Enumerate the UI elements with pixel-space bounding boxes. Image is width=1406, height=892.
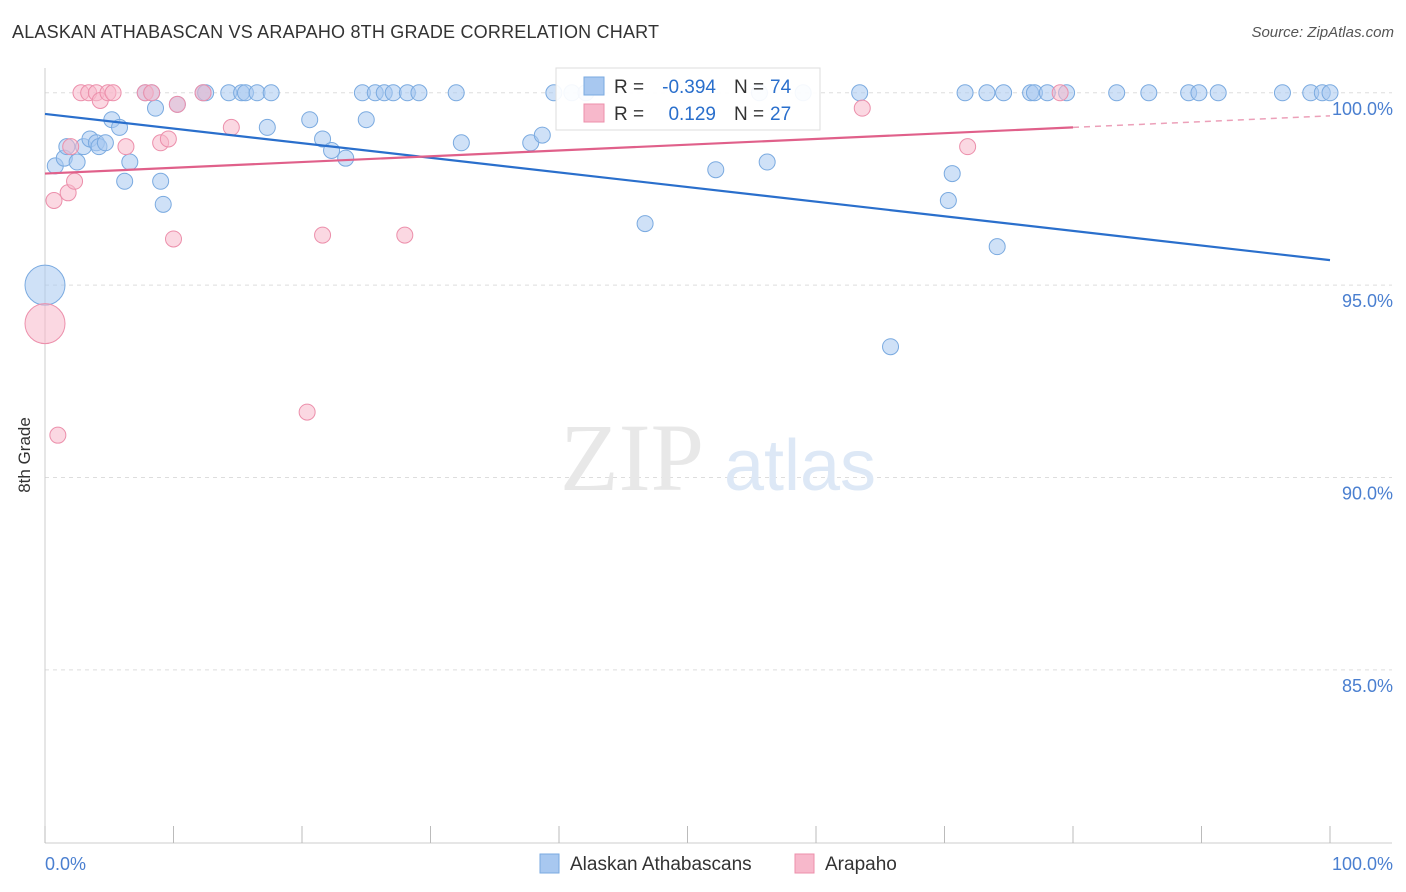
legend-label: Arapaho <box>825 854 897 875</box>
athabascan-point <box>147 99 165 117</box>
stats-n-label: N = <box>734 104 764 125</box>
arapaho-point <box>104 84 122 102</box>
athabascan-point <box>1321 84 1339 102</box>
arapaho-point <box>62 138 80 156</box>
arapaho-point <box>168 95 186 113</box>
watermark-zip: ZIP <box>560 404 704 511</box>
athabascan-point <box>262 84 280 102</box>
arapaho-point <box>194 84 212 102</box>
stats-n-label: N = <box>734 77 764 98</box>
athabascan-point <box>1273 84 1291 102</box>
arapaho-point <box>314 226 332 244</box>
athabascan-point <box>357 111 375 129</box>
athabascan-point <box>1209 84 1227 102</box>
athabascan-point <box>410 84 428 102</box>
y-tick-label: 95.0% <box>1342 291 1393 311</box>
stats-n-value: 74 <box>770 77 792 98</box>
athabascan-point <box>116 172 134 190</box>
athabascan-point <box>636 215 654 233</box>
stats-swatch <box>583 76 605 96</box>
athabascan-point <box>248 84 266 102</box>
athabascan-point <box>758 153 776 171</box>
arapaho-point <box>396 226 414 244</box>
arapaho-point <box>45 192 63 210</box>
athabascan-point <box>988 238 1006 256</box>
athabascan-point <box>1140 84 1158 102</box>
athabascan-point <box>152 172 170 190</box>
stats-swatch <box>583 103 605 123</box>
arapaho-point <box>222 118 240 136</box>
legend-label: Alaskan Athabascans <box>570 854 752 875</box>
source-label: Source: ZipAtlas.com <box>1251 24 1394 41</box>
stats-r-value: -0.394 <box>662 77 716 98</box>
athabascan-point <box>533 126 551 144</box>
athabascan-point <box>154 195 172 213</box>
arapaho-point <box>298 403 316 421</box>
y-tick-label: 85.0% <box>1342 676 1393 696</box>
athabascan-point <box>1190 84 1208 102</box>
athabascan-point <box>978 84 996 102</box>
axis-layer: 100.0% 95.0% 90.0% 85.0% 0.0% 100.0% <box>44 68 1393 874</box>
athabascan-point <box>939 192 957 210</box>
points-layer <box>24 84 1339 444</box>
athabascan-point <box>995 84 1013 102</box>
athabascan-point <box>24 264 66 306</box>
athabascan-trend-line <box>44 112 1331 262</box>
y-tick-label: 90.0% <box>1342 484 1393 504</box>
legend-swatch <box>539 853 560 874</box>
athabascan-point <box>943 165 961 183</box>
arapaho-point <box>117 138 135 156</box>
arapaho-point <box>853 99 871 117</box>
trend-layer <box>44 112 1331 262</box>
arapaho-point <box>143 84 161 102</box>
athabascan-point <box>337 149 355 167</box>
arapaho-trend-line <box>44 126 1074 175</box>
arapaho-trend-extension <box>1072 115 1331 129</box>
arapaho-point <box>959 138 977 156</box>
arapaho-point <box>66 172 84 190</box>
athabascan-point <box>258 118 276 136</box>
arapaho-point <box>24 303 66 345</box>
athabascan-point <box>68 153 86 171</box>
y-tick-label: 100.0% <box>1332 99 1393 119</box>
arapaho-point <box>49 426 67 444</box>
x-tick-label: 0.0% <box>45 854 86 874</box>
chart-title: ALASKAN ATHABASCAN VS ARAPAHO 8TH GRADE … <box>12 22 660 42</box>
arapaho-point <box>159 130 177 148</box>
legend: Alaskan Athabascans Arapaho <box>539 853 897 875</box>
athabascan-point <box>314 130 332 148</box>
athabascan-point <box>447 84 465 102</box>
athabascan-point <box>96 134 114 152</box>
x-tick-label: 100.0% <box>1332 854 1393 874</box>
athabascan-point <box>301 111 319 129</box>
stats-r-label: R = <box>614 104 644 125</box>
athabascan-point <box>1108 84 1126 102</box>
athabascan-point <box>452 134 470 152</box>
arapaho-point <box>1051 84 1069 102</box>
grid-layer <box>45 92 1392 671</box>
athabascan-point <box>384 84 402 102</box>
athabascan-point <box>956 84 974 102</box>
athabascan-point <box>121 153 139 171</box>
watermark: ZIP atlas <box>560 404 876 511</box>
stats-box: R = -0.394 N = 74 R = 0.129 N = 27 <box>555 67 821 131</box>
athabascan-point <box>707 161 725 179</box>
arapaho-point <box>165 230 182 248</box>
athabascan-point <box>851 84 869 102</box>
watermark-atlas: atlas <box>724 426 876 506</box>
athabascan-point <box>882 338 900 356</box>
stats-r-value: 0.129 <box>668 104 716 125</box>
stats-r-label: R = <box>614 77 644 98</box>
legend-swatch <box>794 853 815 874</box>
y-axis-label: 8th Grade <box>15 417 34 493</box>
stats-n-value: 27 <box>770 104 791 125</box>
